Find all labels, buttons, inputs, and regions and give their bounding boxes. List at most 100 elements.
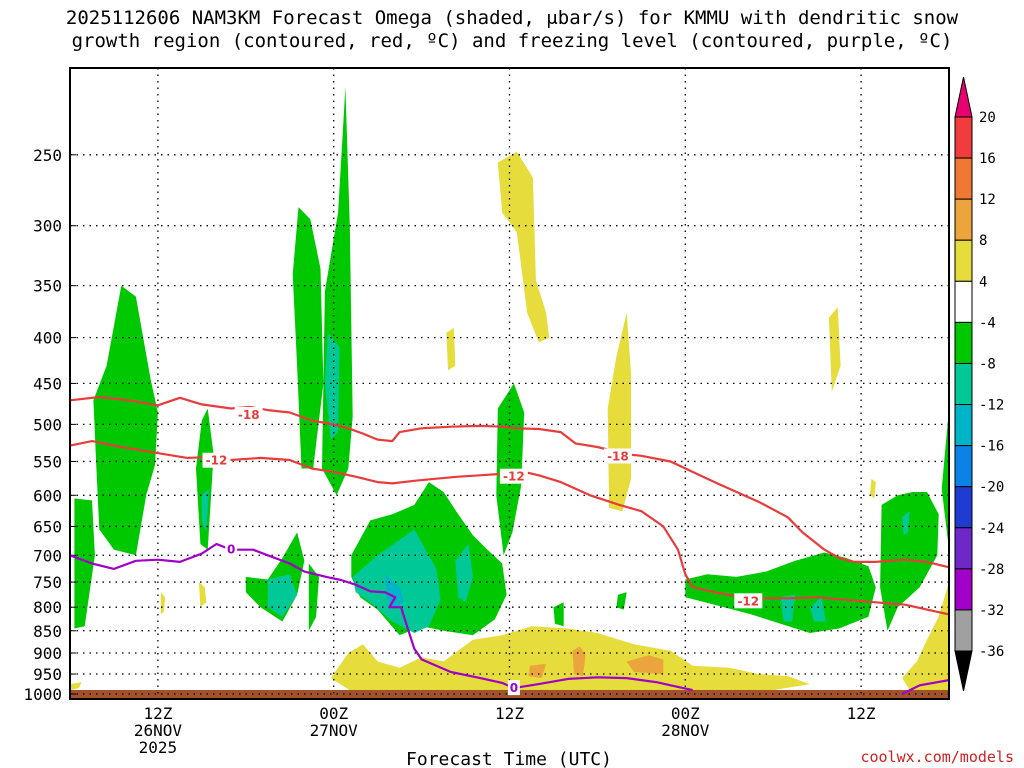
contour-label-bg-freezing_0-1 [507, 680, 520, 696]
omega-region-32 [902, 582, 949, 694]
colorbar-label-9: -20 [979, 480, 1004, 496]
omega-region-31 [330, 626, 810, 699]
contour-label-bg-freezing_0-0 [225, 541, 238, 557]
omega-region-28 [198, 582, 207, 608]
contour-label-bg-dgz_minus12-2 [734, 593, 763, 609]
colorbar-label-1: 16 [979, 151, 996, 167]
colorbar-swatch-4 [954, 280, 973, 323]
colorbar-label-7: -12 [979, 398, 1004, 414]
temperature-contours: -18 -18 -12 -12 -12 0 0 [70, 395, 949, 696]
colorbar-swatch-5 [954, 321, 973, 364]
contour-label-bg-dgz_minus12-0 [202, 452, 231, 468]
omega-region-14 [324, 332, 340, 440]
colorbar-swatch-10 [954, 527, 973, 570]
y-tick-label-750: 750 [33, 573, 62, 592]
colorbar-swatch-9 [954, 486, 973, 529]
y-tick-label-300: 300 [33, 217, 62, 236]
omega-region-33 [572, 646, 586, 677]
omega-region-2 [196, 408, 214, 550]
colorbar-swatch-8 [954, 445, 973, 488]
colorbar-label-5: -4 [979, 315, 996, 331]
colorbar-label-13: -36 [979, 644, 1004, 660]
contour-label-dgz_minus18-0: -18 [238, 408, 260, 422]
omega-region-30 [70, 682, 82, 691]
omega-shaded-fields [70, 87, 949, 699]
x-tick-label-48-0: 00Z [671, 704, 700, 723]
x-tick-label-60-0: 12Z [847, 704, 876, 723]
omega-region-3 [292, 207, 324, 469]
colorbar-label-8: -16 [979, 439, 1004, 455]
omega-region-17 [455, 544, 473, 603]
omega-region-6 [308, 563, 319, 631]
omega-region-11 [941, 408, 949, 550]
x-tick-label-24-1: 27NOV [310, 721, 359, 740]
y-tick-label-550: 550 [33, 452, 62, 471]
y-tick-label-350: 350 [33, 277, 62, 296]
y-tick-label-1000: 1000 [23, 685, 62, 704]
omega-colorbar: 20 16 12 8 4 -4 -8 -12 -16 -20 -24 -28 -32 -36 [954, 76, 1004, 692]
colorbar-swatch-7 [954, 404, 973, 447]
y-tick-label-850: 850 [33, 622, 62, 641]
colorbar-swatch-1 [954, 157, 973, 200]
contour-freezing_0_right [901, 679, 949, 695]
contour-label-dgz_minus18-1: -18 [607, 449, 629, 463]
omega-region-10 [880, 492, 939, 631]
colorbar-swatch-6 [954, 362, 973, 406]
omega-region-26 [828, 307, 841, 392]
omega-region-15 [352, 529, 441, 633]
omega-region-12 [616, 592, 627, 610]
omega-region-16 [267, 574, 298, 617]
contour-label-bg-dgz_minus18-0 [234, 406, 263, 422]
contour-label-dgz_minus12-1: -12 [503, 470, 525, 484]
colorbar-top-arrow [954, 76, 973, 118]
x-tick-label-24-0: 00Z [319, 704, 348, 723]
credit-link[interactable]: coolwx.com/models [860, 748, 1014, 766]
y-tick-label-950: 950 [33, 665, 62, 684]
omega-region-19 [780, 594, 796, 622]
omega-region-0 [74, 498, 95, 629]
omega-region-20 [809, 597, 826, 622]
colorbar-label-6: -8 [979, 356, 996, 372]
omega-region-29 [160, 592, 166, 615]
colorbar-label-2: 12 [979, 192, 996, 208]
omega-region-18 [201, 488, 210, 533]
colorbar-swatch-0 [954, 116, 973, 159]
chart-title-line1: 2025112606 NAM3KM Forecast Omega (shaded… [66, 7, 959, 29]
x-tick-label-12-1: 26NOV [134, 721, 183, 740]
colorbar-swatch-11 [954, 568, 973, 611]
contour-label-dgz_minus12-0: -12 [206, 454, 228, 468]
x-axis-label: Forecast Time (UTC) [406, 749, 612, 768]
colorbar-swatch-2 [954, 198, 973, 241]
contour-label-freezing_0-1: 0 [510, 681, 518, 695]
colorbar-label-0: 20 [979, 110, 996, 126]
colorbar-label-3: 8 [979, 233, 987, 249]
x-tick-label-36-0: 12Z [495, 704, 524, 723]
omega-region-27 [869, 478, 876, 499]
omega-region-25 [607, 312, 632, 512]
contour-freezing_0 [70, 542, 693, 692]
contour-label-bg-dgz_minus18-1 [603, 448, 632, 464]
y-tick-label-450: 450 [33, 374, 62, 393]
colorbar-label-12: -32 [979, 603, 1004, 619]
colorbar-label-11: -28 [979, 562, 1004, 578]
omega-region-23 [497, 151, 550, 343]
plot-frame [69, 67, 950, 700]
x-tick-label-12-2: 2025 [139, 738, 178, 757]
omega-region-21 [902, 511, 910, 536]
omega-region-9 [685, 552, 876, 633]
omega-region-13 [553, 602, 564, 627]
y-tick-label-600: 600 [33, 486, 62, 505]
y-tick-label-250: 250 [33, 146, 62, 165]
omega-region-4 [322, 87, 353, 496]
contour-label-freezing_0-0: 0 [227, 543, 235, 557]
colorbar-label-10: -24 [979, 521, 1004, 537]
y-tick-label-800: 800 [33, 598, 62, 617]
omega-region-24 [446, 327, 456, 371]
y-tick-label-650: 650 [33, 517, 62, 536]
omega-region-1 [93, 285, 158, 556]
y-axis-tick-labels: 250 300 350 400 450 500 550 600 650 700 750 800 850 9… [23, 146, 62, 704]
y-tick-label-700: 700 [33, 546, 62, 565]
colorbar-label-4: 4 [979, 274, 987, 290]
